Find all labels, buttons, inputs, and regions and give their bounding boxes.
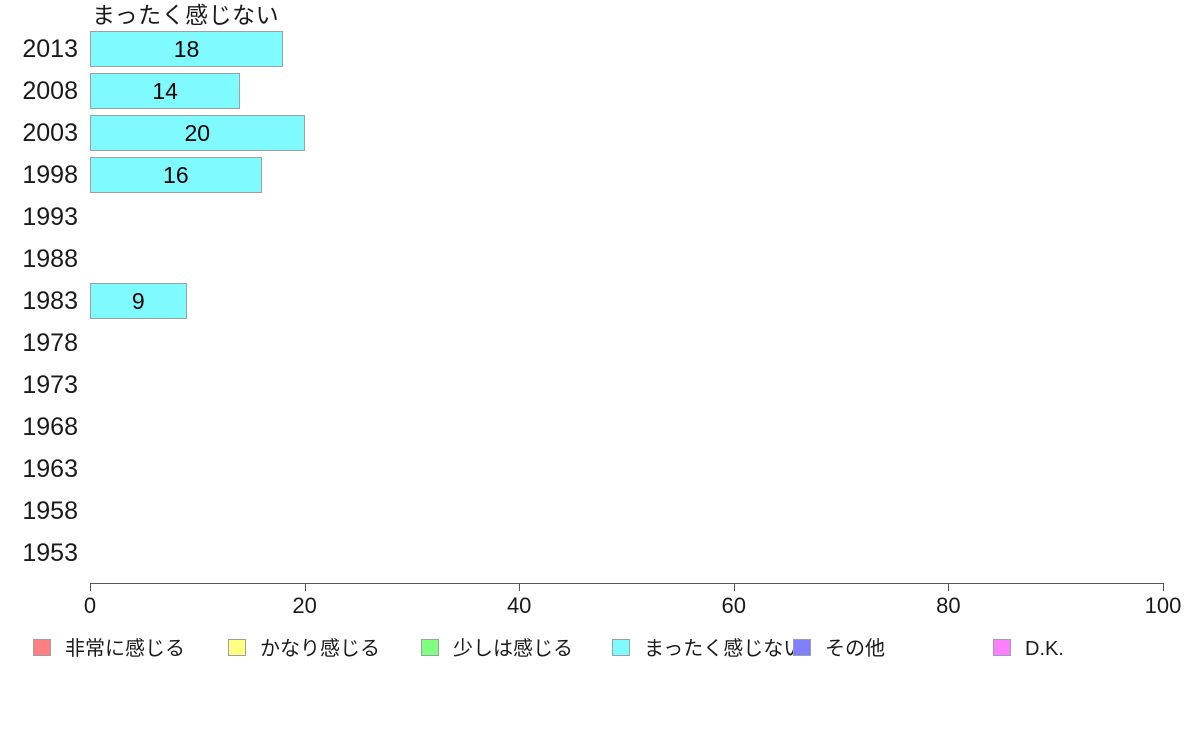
chart-title: まったく感じない bbox=[92, 2, 280, 28]
bar-1998[interactable] bbox=[90, 157, 262, 193]
legend-label-4: その他 bbox=[825, 638, 885, 660]
y-axis-tick-label-2003: 2003 bbox=[22, 119, 78, 147]
chart-row: 1983 9 bbox=[0, 280, 1188, 322]
chart-row: 1963 bbox=[0, 448, 1188, 490]
x-axis-line bbox=[90, 583, 1163, 584]
plot-area: 2013 18 2008 14 2003 20 1998 16 1993 1988 1983 9 197… bbox=[0, 28, 1188, 584]
x-axis-tick-0 bbox=[90, 583, 91, 591]
x-axis-tick-label-80: 80 bbox=[936, 593, 961, 618]
bar-2003[interactable] bbox=[90, 115, 305, 151]
x-axis-tick-label-100: 100 bbox=[1144, 593, 1182, 618]
y-axis-tick-label-1978: 1978 bbox=[22, 329, 78, 357]
bar-1983[interactable] bbox=[90, 283, 187, 319]
legend-swatch-icon-4 bbox=[793, 639, 811, 656]
bar-2008[interactable] bbox=[90, 73, 241, 109]
x-axis-tick-80 bbox=[948, 583, 950, 591]
legend-label-3: まったく感じない bbox=[644, 638, 804, 660]
chart-row: 1978 bbox=[0, 322, 1188, 364]
chart-row: 2003 20 bbox=[0, 112, 1188, 154]
y-axis-tick-label-1993: 1993 bbox=[22, 203, 78, 231]
y-axis-tick-label-1983: 1983 bbox=[22, 287, 78, 315]
x-axis-tick-label-0: 0 bbox=[83, 593, 97, 618]
x-axis-tick-100 bbox=[1163, 583, 1164, 591]
chart-row: 1968 bbox=[0, 406, 1188, 448]
bar-2013[interactable] bbox=[90, 31, 284, 67]
x-axis: 0 20 40 60 80 100 bbox=[0, 583, 1188, 623]
legend-label-1: かなり感じる bbox=[260, 638, 380, 660]
chart-row: 1973 bbox=[0, 364, 1188, 406]
y-axis-tick-label-1953: 1953 bbox=[22, 539, 78, 567]
x-axis-tick-40 bbox=[519, 583, 521, 591]
x-axis-tick-label-40: 40 bbox=[506, 593, 532, 618]
legend-swatch-icon-0 bbox=[33, 639, 51, 656]
chart-row: 1993 bbox=[0, 196, 1188, 238]
x-axis-tick-label-20: 20 bbox=[292, 593, 317, 618]
legend-swatch-icon-2 bbox=[421, 639, 439, 656]
y-axis-tick-label-1998: 1998 bbox=[22, 161, 78, 189]
y-axis-tick-label-1973: 1973 bbox=[22, 371, 78, 399]
legend-label-2: 少しは感じる bbox=[453, 638, 573, 660]
x-axis-tick-20 bbox=[304, 583, 306, 591]
y-axis-tick-label-1963: 1963 bbox=[22, 455, 78, 483]
chart-row: 1953 bbox=[0, 532, 1188, 574]
chart-row: 1988 bbox=[0, 238, 1188, 280]
legend-swatch-icon-3 bbox=[612, 639, 630, 656]
legend-swatch-icon-1 bbox=[228, 639, 246, 656]
y-axis-tick-label-1988: 1988 bbox=[22, 245, 78, 273]
chart-row: 1958 bbox=[0, 490, 1188, 532]
chart-row: 2013 18 bbox=[0, 28, 1188, 70]
x-axis-tick-label-60: 60 bbox=[721, 593, 747, 618]
y-axis-tick-label-1958: 1958 bbox=[22, 497, 78, 525]
y-axis-tick-label-1968: 1968 bbox=[22, 413, 78, 441]
legend-swatch-icon-5 bbox=[993, 639, 1011, 656]
x-axis-tick-60 bbox=[733, 583, 735, 591]
y-axis-tick-label-2008: 2008 bbox=[22, 77, 78, 105]
chart-legend: 非常に感じる かなり感じる 少しは感じる まったく感じない その他 D.K. bbox=[0, 634, 1188, 664]
chart-row: 1998 16 bbox=[0, 154, 1188, 196]
chart-row: 2008 14 bbox=[0, 70, 1188, 112]
legend-label-5: D.K. bbox=[1025, 638, 1064, 660]
legend-label-0: 非常に感じる bbox=[65, 638, 185, 660]
y-axis-tick-label-2013: 2013 bbox=[22, 35, 78, 63]
